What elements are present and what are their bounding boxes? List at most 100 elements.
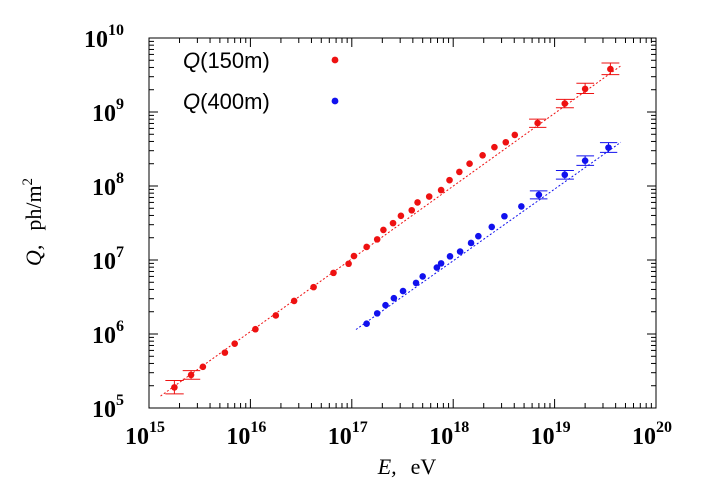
svg-text:Q(150m): Q(150m): [183, 48, 270, 73]
data-point: [363, 320, 370, 327]
x-tick-base: 10: [531, 424, 555, 450]
series-1: [363, 142, 618, 327]
y-tick-label: 108: [92, 170, 124, 201]
y-tick-base: 10: [92, 397, 116, 423]
x-tick-base: 10: [429, 424, 453, 450]
data-point: [350, 252, 358, 260]
data-point: [437, 186, 445, 194]
y-tick-exponent: 7: [116, 244, 124, 261]
data-point: [518, 203, 525, 210]
data-point: [425, 193, 433, 200]
y-tick-base: 10: [92, 101, 116, 127]
data-point: [373, 310, 381, 317]
data-point: [561, 100, 569, 107]
data-point: [363, 243, 370, 251]
y-tick-label: 105: [92, 392, 124, 423]
data-point: [272, 312, 280, 319]
data-point: [399, 287, 407, 295]
data-point: [437, 260, 445, 267]
data-point: [475, 232, 482, 240]
data-point: [330, 269, 337, 277]
data-point: [390, 294, 398, 302]
data-point: [446, 176, 453, 184]
data-point: [252, 325, 259, 333]
legend: Q(150m) Q(400m): [183, 48, 339, 114]
data-point: [290, 297, 298, 305]
data-point: [491, 143, 498, 151]
data-point: [456, 248, 464, 255]
y-tick-base: 10: [92, 175, 116, 201]
y-tick-label: 106: [92, 318, 124, 349]
data-point: [466, 160, 473, 168]
data-point: [501, 212, 508, 220]
y-axis-unit: ph/m: [21, 185, 46, 230]
data-point: [581, 85, 589, 93]
x-tick-label: 1016: [226, 419, 266, 450]
data-point: [433, 264, 441, 271]
y-axis-symbol: Q,: [21, 245, 46, 266]
y-tick-exponent: 8: [116, 170, 124, 187]
axes: [148, 37, 657, 409]
data-point: [502, 138, 510, 146]
data-point: [479, 151, 486, 159]
y-tick-base: 10: [84, 27, 108, 53]
y-tick-base: 10: [92, 249, 116, 275]
y-tick-exponent: 6: [116, 318, 124, 335]
fit-line-0: [160, 64, 623, 397]
x-tick-base: 10: [632, 424, 656, 450]
x-axis-unit: eV: [411, 454, 437, 479]
x-tick-base: 10: [226, 424, 250, 450]
x-tick-exponent: 15: [149, 419, 165, 436]
fit-lines: [160, 64, 623, 397]
x-tick-label: 1020: [632, 419, 672, 450]
y-tick-base: 10: [92, 323, 116, 349]
data-point: [607, 65, 614, 73]
legend-entry-1: Q(400m): [183, 89, 339, 114]
x-tick-label: 1019: [531, 419, 571, 450]
data-points: [165, 62, 620, 395]
tick-labels: 1015 1016 1017 1018 1019 10201051061071081091…: [84, 22, 672, 450]
x-tick-exponent: 18: [453, 419, 469, 436]
data-point: [221, 349, 229, 356]
data-point: [397, 212, 405, 220]
data-point: [419, 273, 426, 280]
data-point: [187, 371, 195, 379]
data-point: [380, 226, 387, 234]
x-tick-base: 10: [328, 424, 352, 450]
data-point: [171, 384, 178, 391]
y-axis-unit-exponent: 2: [20, 178, 36, 186]
legend-marker-0: [331, 56, 339, 64]
legend-entry-0-name: Q: [183, 48, 200, 73]
x-tick-exponent: 20: [656, 419, 672, 436]
x-tick-exponent: 16: [250, 419, 266, 436]
data-point: [561, 171, 569, 179]
x-axis-label: E, eV: [377, 454, 437, 479]
y-tick-label: 107: [92, 244, 124, 275]
data-point: [511, 131, 519, 139]
data-point: [467, 239, 475, 247]
data-point: [389, 219, 397, 227]
data-point: [414, 199, 421, 206]
svg-text:Q(400m): Q(400m): [183, 89, 270, 114]
data-point: [345, 260, 352, 268]
data-point: [488, 223, 496, 231]
data-point: [581, 157, 589, 164]
data-point: [408, 206, 416, 214]
data-point: [446, 253, 454, 260]
legend-entry-1-suffix: (400m): [200, 89, 270, 114]
series-0: [165, 62, 620, 395]
data-point: [199, 363, 207, 371]
plot-frame: [148, 37, 657, 409]
x-axis-symbol: E,: [377, 454, 397, 479]
y-tick-label: 1010: [84, 22, 124, 53]
data-point: [534, 119, 541, 127]
data-point: [310, 283, 317, 291]
legend-marker-1: [331, 97, 339, 105]
y-axis-label-group: Q, ph/m2: [20, 178, 46, 266]
x-tick-label: 1015: [125, 419, 165, 450]
y-axis-label: Q, ph/m2: [20, 178, 46, 266]
x-tick-base: 10: [125, 424, 149, 450]
data-point: [605, 144, 612, 151]
x-tick-label: 1018: [429, 419, 469, 450]
y-tick-exponent: 9: [116, 96, 124, 113]
